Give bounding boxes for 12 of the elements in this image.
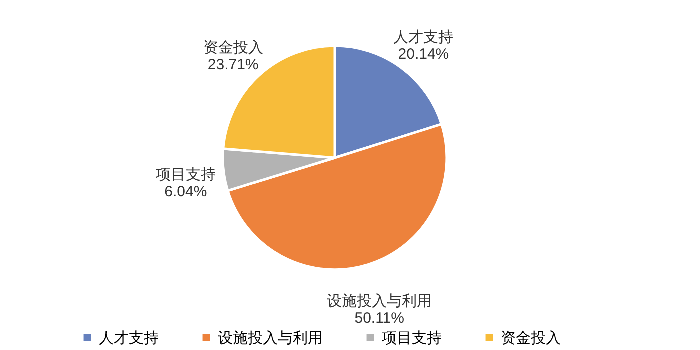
slice-label: 设施投入与利用 [327, 293, 432, 310]
data-label: 23.71% [208, 56, 259, 74]
legend-label: 人才支持 [99, 330, 159, 347]
legend-label: 资金投入 [501, 330, 561, 347]
legend-label: 项目支持 [382, 330, 442, 347]
slice-label: 资金投入 [203, 40, 264, 57]
legend-label: 设施投入与利用 [218, 330, 323, 347]
slice-label: 项目支持 [156, 166, 216, 184]
data-label: 6.04% [164, 183, 208, 200]
slice-label: 人才支持 [394, 29, 454, 46]
data-label: 50.11% [354, 310, 404, 328]
data-label: 20.14% [398, 46, 450, 64]
